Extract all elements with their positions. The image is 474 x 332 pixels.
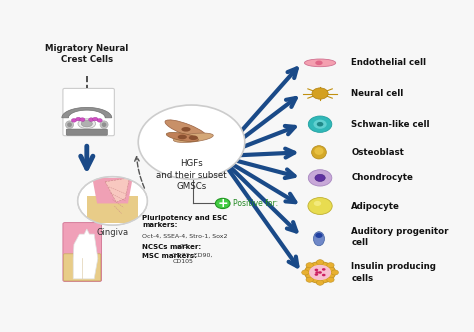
Circle shape <box>331 270 338 275</box>
Ellipse shape <box>315 60 323 65</box>
Circle shape <box>306 277 313 282</box>
Circle shape <box>305 262 336 283</box>
Ellipse shape <box>182 127 191 131</box>
Ellipse shape <box>102 123 107 127</box>
Ellipse shape <box>304 59 336 67</box>
Polygon shape <box>62 107 112 118</box>
Circle shape <box>306 263 313 268</box>
Polygon shape <box>73 229 98 279</box>
Circle shape <box>318 271 322 274</box>
Circle shape <box>315 233 323 238</box>
Text: Osteoblast: Osteoblast <box>351 148 404 157</box>
FancyBboxPatch shape <box>64 254 101 281</box>
Circle shape <box>315 269 318 271</box>
FancyBboxPatch shape <box>66 129 108 135</box>
Circle shape <box>76 117 81 121</box>
FancyBboxPatch shape <box>63 223 101 282</box>
Circle shape <box>313 120 327 129</box>
Text: MSC markers:: MSC markers: <box>142 253 197 259</box>
Text: Positive for:: Positive for: <box>233 199 278 208</box>
Circle shape <box>322 268 326 271</box>
Circle shape <box>93 117 98 121</box>
Circle shape <box>309 265 331 280</box>
Circle shape <box>317 280 324 285</box>
Circle shape <box>314 201 321 206</box>
Circle shape <box>215 198 230 208</box>
Polygon shape <box>105 178 129 202</box>
Text: Migratory Neural
Crest Cells: Migratory Neural Crest Cells <box>45 44 128 64</box>
Text: Auditory progenitor
cell: Auditory progenitor cell <box>351 227 449 247</box>
Ellipse shape <box>100 121 108 128</box>
Ellipse shape <box>165 120 207 139</box>
Ellipse shape <box>166 132 198 141</box>
Ellipse shape <box>82 121 92 127</box>
Circle shape <box>317 122 323 126</box>
Circle shape <box>315 271 319 274</box>
Ellipse shape <box>314 147 324 155</box>
Circle shape <box>138 105 245 179</box>
Ellipse shape <box>173 133 213 142</box>
Polygon shape <box>87 196 138 223</box>
Circle shape <box>312 88 328 99</box>
Circle shape <box>72 119 76 122</box>
Circle shape <box>327 263 334 268</box>
Text: p75: p75 <box>177 244 189 249</box>
Text: Gingiva: Gingiva <box>96 228 128 237</box>
Ellipse shape <box>78 119 96 128</box>
Circle shape <box>80 118 85 122</box>
Text: +: + <box>218 197 228 210</box>
Circle shape <box>327 277 334 282</box>
Text: Chondrocyte: Chondrocyte <box>351 173 413 182</box>
Circle shape <box>78 177 147 225</box>
Ellipse shape <box>189 135 198 140</box>
Text: CD73, CD90,
CD105: CD73, CD90, CD105 <box>173 253 213 264</box>
Circle shape <box>308 198 332 214</box>
Ellipse shape <box>65 121 73 128</box>
Circle shape <box>308 170 332 186</box>
Text: NCSCs marker:: NCSCs marker: <box>142 244 201 250</box>
Circle shape <box>315 174 325 182</box>
Text: Oct-4, SSEA-4, Stro-1, Sox2: Oct-4, SSEA-4, Stro-1, Sox2 <box>142 233 228 238</box>
Ellipse shape <box>313 232 325 246</box>
Polygon shape <box>92 178 133 204</box>
Text: Endothelial cell: Endothelial cell <box>351 58 426 67</box>
Text: Adipocyte: Adipocyte <box>351 202 400 210</box>
Circle shape <box>97 119 102 122</box>
Circle shape <box>301 270 309 275</box>
Text: HGFs
and their subset
GMSCs: HGFs and their subset GMSCs <box>156 159 227 191</box>
Ellipse shape <box>67 123 72 127</box>
Circle shape <box>317 260 324 265</box>
Circle shape <box>315 273 318 276</box>
Ellipse shape <box>311 146 326 159</box>
Text: Insulin producing
cells: Insulin producing cells <box>351 262 436 283</box>
Text: Pluripotency and ESC
markers:: Pluripotency and ESC markers: <box>142 215 227 228</box>
Circle shape <box>308 116 332 132</box>
Circle shape <box>322 274 326 276</box>
Circle shape <box>89 118 94 122</box>
Text: Neural cell: Neural cell <box>351 89 403 98</box>
FancyBboxPatch shape <box>63 88 114 136</box>
Ellipse shape <box>178 135 187 139</box>
Text: Schwan-like cell: Schwan-like cell <box>351 120 430 129</box>
